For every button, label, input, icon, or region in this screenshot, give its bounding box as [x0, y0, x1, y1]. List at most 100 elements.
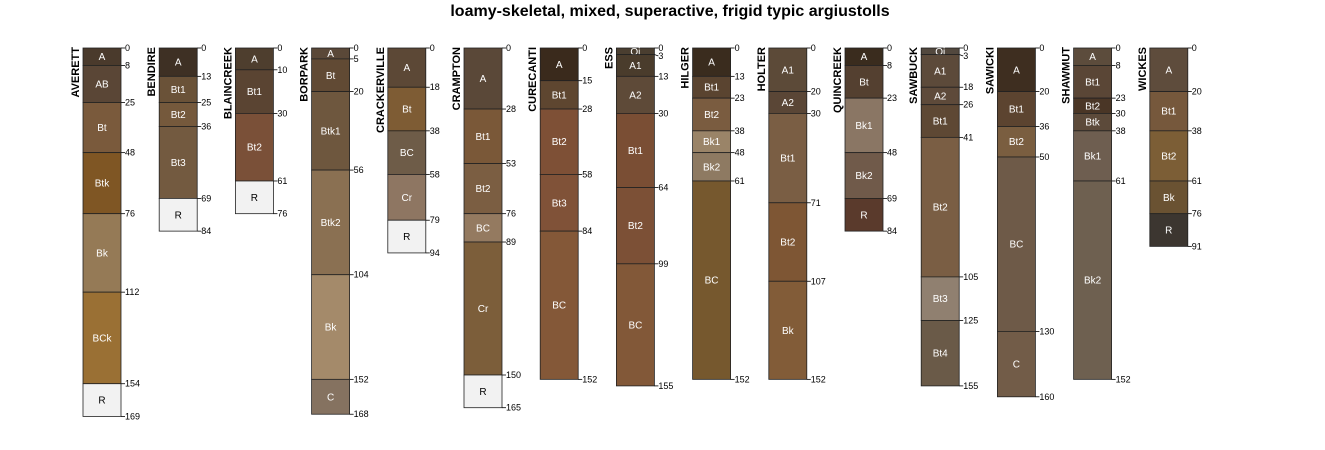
- depth-label: 5: [354, 54, 359, 64]
- profile-hilger: HILGER A 0 13 Bt1 23 Bt2 38 Bk1 48 Bk2 61 BC 152: [680, 43, 750, 384]
- depth-label: 71: [811, 198, 821, 208]
- horizon-label: BC: [400, 148, 414, 159]
- profile-name: HOLTER: [756, 47, 768, 91]
- depth-label: 69: [201, 193, 211, 203]
- depth-label: 30: [277, 108, 287, 118]
- depth-label: 30: [1116, 108, 1126, 118]
- depth-label: 0: [277, 43, 282, 53]
- depth-label: 15: [582, 76, 592, 86]
- depth-label: 20: [811, 87, 821, 97]
- horizon-label: Bt2: [780, 238, 795, 249]
- horizon-label: BC: [628, 320, 642, 331]
- horizon-label: Bk: [1163, 193, 1176, 204]
- horizon-label: BCk: [93, 333, 113, 344]
- depth-label: 150: [506, 370, 521, 380]
- horizon-bt1: [920, 104, 960, 138]
- horizon-c: [997, 330, 1036, 398]
- horizon-r: [387, 219, 427, 254]
- horizon-label: Bk1: [703, 137, 721, 148]
- depth-label: 28: [582, 104, 592, 114]
- depth-label: 61: [1116, 176, 1126, 186]
- profile-blaincreek: BLAINCREEK A 0 10 Bt1 30 Bt2 61 R 76: [222, 43, 287, 219]
- horizon-label: A: [1013, 65, 1020, 76]
- horizon-label: Bt2: [1085, 101, 1100, 112]
- horizon-label: Bk1: [1084, 151, 1102, 162]
- depth-label: 0: [1192, 43, 1197, 53]
- depth-label: 112: [125, 287, 139, 297]
- depth-label: 76: [1192, 209, 1202, 219]
- depth-label: 48: [125, 148, 135, 158]
- horizon-a: [692, 47, 731, 77]
- profile-quincreek: QUINCREEK A 0 8 Bt 23 Bk1 48 Bk2 69 R 84: [832, 43, 897, 236]
- horizon-label: Bk: [782, 326, 795, 337]
- depth-label: 26: [963, 100, 973, 110]
- profile-holter: HOLTER A1 0 20 A2 30 Bt1 71 Bt2 107 Bk 152: [756, 43, 826, 384]
- horizon-a: [158, 47, 198, 77]
- depth-label: 38: [430, 126, 440, 136]
- horizon-bk: [82, 213, 122, 293]
- depth-label: 61: [277, 176, 287, 186]
- horizon-label: R: [479, 387, 486, 398]
- horizon-label: Oi: [630, 47, 640, 58]
- depth-label: 10: [277, 65, 287, 75]
- depth-label: 0: [354, 43, 359, 53]
- horizon-bt2: [768, 202, 808, 282]
- horizon-bt2: [616, 187, 655, 265]
- depth-label: 152: [811, 374, 826, 384]
- profile-name: BENDIRE: [146, 47, 158, 97]
- depth-label: 154: [125, 379, 140, 389]
- depth-label: 61: [735, 176, 745, 186]
- depth-label: 20: [1039, 87, 1049, 97]
- horizon-label: Bt2: [171, 110, 186, 121]
- depth-label: 107: [811, 276, 826, 286]
- depth-label: 0: [201, 43, 206, 53]
- depth-label: 76: [277, 209, 287, 219]
- profile-name: BLAINCREEK: [222, 47, 234, 119]
- depth-label: 8: [125, 60, 130, 70]
- horizon-bt: [387, 86, 427, 132]
- horizon-label: A1: [782, 65, 795, 76]
- horizon-bt: [844, 65, 884, 99]
- horizon-a: [539, 47, 579, 82]
- horizon-label: BC: [705, 276, 719, 287]
- horizon-label: A2: [934, 91, 947, 102]
- depth-label: 0: [658, 43, 663, 53]
- horizon-btk: [82, 152, 122, 215]
- depth-label: 0: [1039, 43, 1044, 53]
- depth-label: 0: [1116, 43, 1121, 53]
- depth-label: 23: [735, 93, 745, 103]
- depth-label: 13: [735, 71, 745, 81]
- horizon-label: R: [860, 210, 867, 221]
- horizon-label: A: [175, 58, 182, 69]
- depth-label: 18: [430, 82, 440, 92]
- horizon-label: A: [1089, 52, 1096, 63]
- horizon-cr: [463, 241, 503, 376]
- horizon-label: R: [251, 193, 258, 204]
- horizon-label: Bt3: [171, 158, 186, 169]
- depth-label: 30: [658, 108, 668, 118]
- horizon-label: A: [403, 63, 410, 74]
- horizon-label: R: [403, 232, 410, 243]
- profile-shawmut: SHAWMUT A 0 8 Bt1 23 Bt2 30 Btk 38 Bk1 61 Bk2 152: [1061, 43, 1131, 384]
- depth-label: 69: [887, 193, 897, 203]
- depth-label: 94: [430, 248, 440, 258]
- profile-name: CRACKERVILLE: [375, 47, 387, 133]
- horizon-bt: [311, 58, 351, 93]
- horizon-label: A1: [629, 61, 642, 72]
- horizon-label: R: [98, 396, 105, 407]
- profile-name: HILGER: [680, 47, 692, 89]
- horizon-a: [387, 47, 427, 88]
- profile-curecanti: CURECANTI A 0 15 Bt1 28 Bt2 58 Bt3 84 BC 152: [527, 43, 597, 384]
- depth-label: 155: [963, 381, 978, 391]
- depth-label: 84: [887, 226, 897, 236]
- horizon-label: Bt1: [171, 85, 186, 96]
- depth-tick: [654, 54, 659, 57]
- horizon-bt3: [539, 174, 579, 232]
- profile-sawbuck: SAWBUCK Oi 03 A1 18 A2 26 Bt1 41 Bt2 105 Bt3 125 Bt4 1…: [908, 43, 978, 391]
- horizon-bt1: [1149, 91, 1189, 132]
- depth-label: 13: [201, 71, 211, 81]
- depth-label: 152: [582, 374, 597, 384]
- horizon-a: [1149, 47, 1189, 92]
- horizon-label: Bt1: [552, 90, 567, 101]
- horizon-label: Bt2: [552, 137, 567, 148]
